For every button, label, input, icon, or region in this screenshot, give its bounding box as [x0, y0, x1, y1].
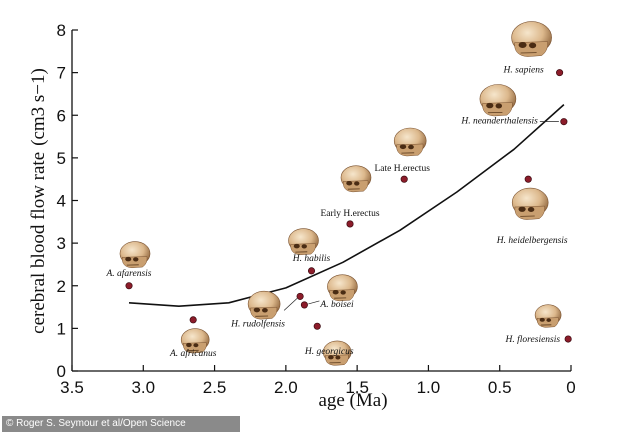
data-point	[524, 175, 532, 183]
skull-eye-socket	[495, 103, 503, 109]
skull-eye-socket	[332, 289, 339, 295]
x-tick-label: 0.5	[488, 378, 512, 397]
skull-eye-socket	[340, 290, 346, 295]
y-axis-title: cerebral blood flow rate (cm3 s−1)	[28, 68, 49, 334]
skull-eye-socket	[133, 257, 139, 262]
skull-eye-socket	[186, 342, 192, 348]
y-axis-title-main: cerebral blood flow rate	[28, 152, 49, 334]
skull-eye-socket	[399, 144, 407, 150]
skull-icon	[479, 84, 517, 117]
skull-eye-socket	[253, 307, 261, 313]
data-point	[125, 282, 133, 290]
skull-icon	[511, 187, 549, 220]
skull-icon	[511, 21, 552, 57]
skull-eye-socket	[518, 206, 526, 212]
y-tick-label: 6	[57, 106, 66, 125]
y-tick-label: 3	[57, 234, 66, 253]
point-label: H. rudolfensis	[230, 318, 285, 329]
x-axis-title: age (Ma)	[318, 390, 387, 411]
y-tick-label: 7	[57, 64, 66, 83]
data-point	[189, 316, 197, 324]
point-labels: A. afarensis A. africanus H. rudolfensis A.…	[105, 66, 567, 359]
x-tick-label: 1.0	[417, 378, 441, 397]
skull-eye-socket	[335, 355, 341, 360]
label-leader-line	[308, 300, 320, 305]
skull-eye-socket	[529, 42, 537, 49]
y-tick-label: 5	[57, 149, 66, 168]
skull-eye-socket	[518, 42, 527, 48]
data-point	[307, 267, 316, 275]
skull-eye-socket	[193, 343, 199, 348]
y-tick-label: 2	[57, 277, 66, 296]
x-tick-label: 2.5	[203, 378, 227, 397]
y-tick-label: 4	[57, 192, 66, 211]
y-tick-label: 0	[57, 362, 66, 381]
skull-icon	[119, 241, 151, 269]
data-point	[560, 118, 568, 126]
point-label: H. sapiens	[503, 66, 544, 76]
skull-eye-socket	[346, 180, 353, 186]
skull-eye-socket	[125, 256, 132, 262]
point-label: H. heidelbergensis	[496, 236, 568, 246]
y-axis-title-units: (cm3 s−1)	[28, 68, 49, 146]
data-points	[125, 69, 572, 343]
point-label: H. floresiensis	[505, 334, 561, 345]
image-credit: © Roger S. Seymour et al/Open Science	[2, 416, 240, 432]
skull-eye-socket	[328, 355, 334, 360]
point-label: Early H.erectus	[320, 209, 379, 219]
skull-eye-socket	[486, 102, 494, 109]
skull-eye-socket	[527, 207, 535, 213]
x-tick-label: 3.0	[131, 378, 155, 397]
point-label: H. habilis	[292, 254, 331, 264]
skull-icon	[340, 165, 372, 193]
skull-icon	[288, 228, 319, 256]
y-tick-label: 1	[57, 319, 66, 338]
skull-icon	[247, 290, 281, 320]
x-tick-label: 3.5	[60, 378, 84, 397]
skull-eye-socket	[408, 144, 414, 150]
point-label: H. neanderthalensis	[460, 117, 538, 127]
skull-icon	[327, 274, 358, 302]
data-point	[296, 292, 304, 300]
skull-icon	[180, 328, 210, 354]
data-point	[346, 220, 354, 228]
y-tick-label: 8	[57, 21, 66, 40]
skull-illustrations	[119, 21, 562, 366]
data-point	[564, 335, 572, 343]
skull-eye-socket	[262, 308, 268, 313]
data-point	[400, 175, 408, 183]
x-tick-label: 2.0	[274, 378, 298, 397]
point-label: Late H.erectus	[375, 164, 431, 174]
fit-curve	[128, 104, 565, 307]
data-point	[313, 322, 321, 330]
point-label: A. afarensis	[105, 268, 151, 279]
skull-icon	[393, 127, 427, 157]
x-tick-label: 1.5	[345, 378, 369, 397]
skull-icon	[322, 340, 352, 366]
skull-icon	[534, 304, 562, 328]
point-label: H. georgicus	[304, 347, 354, 357]
skull-eye-socket	[301, 244, 307, 249]
skull-eye-socket	[293, 243, 300, 249]
point-label: A. africanus	[169, 348, 217, 359]
data-point	[556, 69, 564, 77]
point-label: A. boisei	[319, 300, 354, 310]
data-point	[300, 301, 308, 309]
axes: 0 1 2 3 4 5 6 7 8 3.5 3.0 2.5 2.0 1.5 1.0 0.5 0	[57, 21, 576, 397]
fit-curve-group	[128, 104, 565, 307]
label-leader-line	[283, 298, 298, 311]
skull-eye-socket	[354, 181, 360, 186]
x-tick-label: 0	[566, 378, 575, 397]
skull-eye-socket	[539, 317, 545, 322]
skull-eye-socket	[546, 318, 552, 322]
